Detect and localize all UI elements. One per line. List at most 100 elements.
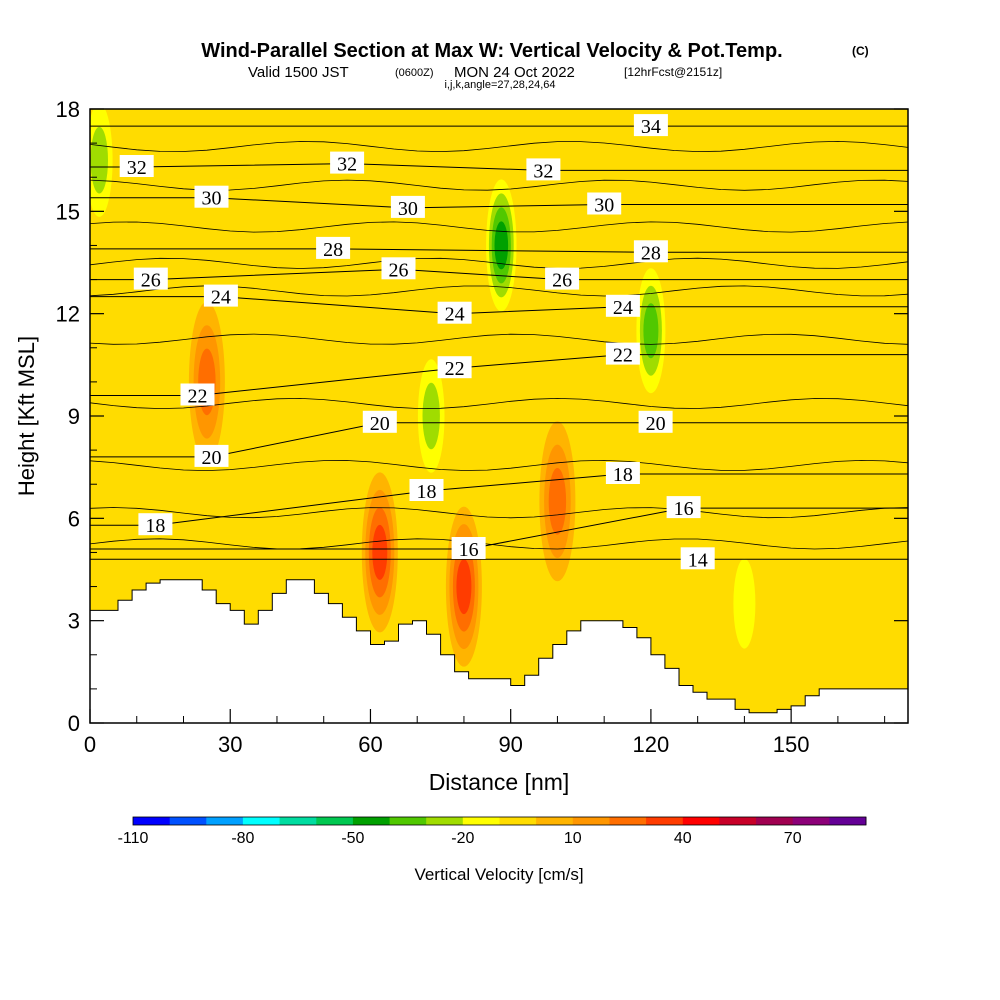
contour-line-21 [90, 397, 908, 410]
contour-label-text: 22 [445, 358, 465, 380]
contour-label: 24 [605, 294, 640, 319]
colorbar-swatch [352, 817, 390, 825]
velocity-feature-8-level-2 [733, 558, 756, 649]
contour-line-23 [90, 333, 908, 345]
contour-label-text: 22 [188, 386, 208, 408]
contour-label: 30 [194, 185, 229, 210]
contour-label: 16 [666, 496, 701, 520]
contour-label-text: 20 [646, 413, 666, 435]
colorbar-tick-label: 40 [674, 830, 692, 847]
colorbar-swatch [572, 817, 610, 825]
x-tick-label: 60 [358, 732, 382, 757]
colorbar-swatch [829, 817, 867, 825]
subtitle-fcst: [12hrFcst@2151z] [624, 65, 722, 79]
colorbar-label: Vertical Velocity [cm/s] [414, 865, 583, 884]
contour-label-text: 14 [688, 549, 708, 571]
y-tick-label: 12 [56, 302, 80, 327]
colorbar-frame [132, 816, 867, 826]
colorbar-tick-label: 70 [784, 830, 802, 847]
contour-label-text: 26 [552, 270, 572, 292]
x-axis: 0 30 60 90 120 150 [84, 709, 886, 757]
x-tick-label: 0 [84, 732, 96, 757]
velocity-feature-7-level-3 [422, 382, 440, 450]
terrain-mask [90, 579, 908, 723]
contour-label: 28 [316, 236, 351, 261]
subtitle-ijk: i,j,k,angle=27,28,24,64 [444, 79, 555, 91]
contour-label-text: 18 [417, 481, 437, 503]
contour-label: 22 [180, 383, 215, 408]
contour-label: 32 [119, 155, 154, 179]
contour-label-text: 16 [459, 539, 479, 561]
contour-label: 14 [680, 547, 715, 571]
contour-label: 32 [330, 151, 365, 176]
contour-label: 26 [545, 267, 580, 292]
contour-label-text: 30 [398, 198, 418, 220]
subtitle-valid: Valid 1500 JST [248, 64, 349, 81]
colorbar-tick-label: -50 [341, 830, 364, 847]
contour-label: 18 [409, 479, 444, 503]
y-tick-label: 6 [68, 506, 80, 531]
contour-label-text: 32 [533, 160, 553, 182]
velocity-feature-4-level-5 [494, 221, 509, 270]
velocity-feature-2-level-4 [372, 524, 388, 580]
colorbar-swatch [536, 817, 574, 825]
contour-line-27 [90, 257, 908, 269]
contour-label: 34 [633, 114, 668, 138]
contour-label-text: 16 [674, 498, 694, 520]
colorbar-swatch [646, 817, 684, 825]
colorbar-swatch [316, 817, 354, 825]
subtitle-utc: (0600Z) [395, 67, 434, 79]
contour-label-text: 30 [202, 188, 222, 210]
y-tick-label: 0 [68, 711, 80, 736]
colorbar-swatch [389, 817, 427, 825]
velocity-feature-6-level-3 [90, 126, 109, 194]
contour-label: 20 [362, 410, 397, 435]
contour-label: 28 [633, 240, 668, 264]
title-mark: (C) [852, 44, 869, 58]
x-tick-label: 30 [218, 732, 242, 757]
y-axis-label: Height [Kft MSL] [14, 336, 39, 496]
velocity-feature-5-level-4 [643, 303, 659, 359]
colorbar-tick-label: 10 [564, 830, 582, 847]
colorbar-swatch [499, 817, 537, 825]
contour-label: 32 [526, 158, 561, 182]
contour-line-15 [90, 538, 908, 550]
contour-line-28 [90, 248, 908, 253]
contour-label: 24 [437, 301, 472, 326]
colorbar-swatch [609, 817, 647, 825]
velocity-feature-9-level-3 [548, 468, 567, 535]
colorbar-swatch [426, 817, 464, 825]
contour-label-text: 34 [641, 116, 661, 138]
subtitle-date: MON 24 Oct 2022 [454, 64, 575, 81]
x-tick-label: 150 [773, 732, 810, 757]
colorbar-swatch [279, 817, 317, 825]
contour-label-text: 28 [641, 242, 661, 264]
contour-label: 30 [390, 195, 425, 220]
contour-label-text: 20 [370, 413, 390, 435]
contour-label-text: 22 [613, 345, 633, 367]
colorbar-swatch [462, 817, 500, 825]
y-axis: 0 3 6 9 12 15 18 [56, 97, 908, 736]
contour-label-text: 24 [613, 297, 633, 319]
colorbar-swatch [719, 817, 757, 825]
y-tick-label: 18 [56, 97, 80, 122]
x-tick-label: 90 [498, 732, 522, 757]
contour-label-text: 20 [202, 447, 222, 469]
contour-label-text: 32 [127, 157, 147, 179]
contour-label: 20 [194, 444, 229, 469]
chart-title: Wind-Parallel Section at Max W: Vertical… [201, 40, 782, 62]
colorbar-swatch [242, 817, 280, 825]
colorbar-swatch [169, 817, 207, 825]
contour-label-text: 28 [323, 239, 343, 261]
contour-label: 20 [638, 410, 673, 435]
contour-line-29 [90, 221, 908, 233]
contour-label-text: 24 [211, 287, 231, 309]
colorbar: -110 -80 -50 -20 10 40 70 [118, 816, 867, 847]
y-tick-label: 3 [68, 609, 80, 634]
x-axis-label: Distance [nm] [429, 769, 570, 795]
plot-area: 14 16 16 18 18 18 20 20 20 22 22 22 24 24 24 26 26 26 28 28… [90, 109, 908, 723]
contour-label: 22 [437, 356, 472, 380]
pot-temp-contour-labels: 14 16 16 18 18 18 20 20 20 22 22 22 24 24 24 26 26 26 28 28… [119, 114, 715, 571]
contour-label: 26 [381, 257, 416, 281]
